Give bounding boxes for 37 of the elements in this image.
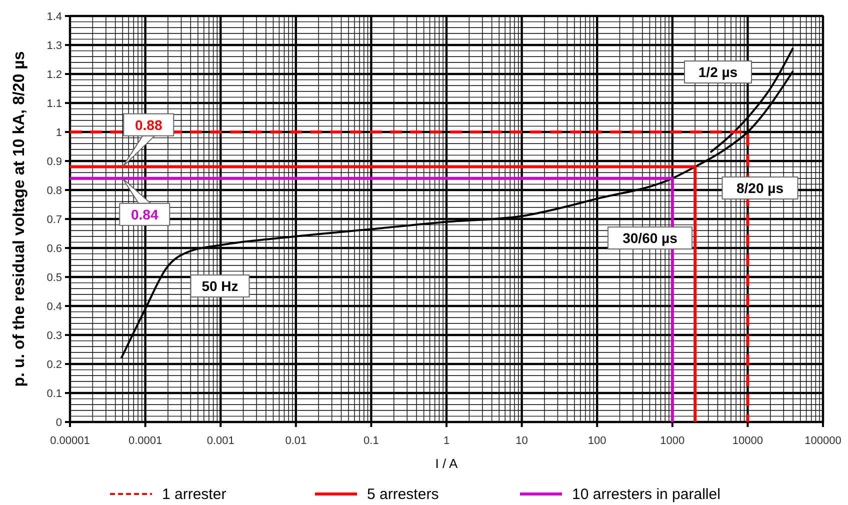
y-axis-title: p. u. of the residual voltage at 10 kA, 8/20 µs	[11, 51, 28, 387]
annotation: 30/60 µs	[622, 230, 678, 246]
y-tick-label: 0.8	[46, 185, 62, 197]
y-tick-label: 1	[56, 127, 62, 139]
y-tick-label: 0.4	[46, 301, 62, 313]
legend-label: 1 arrester	[162, 486, 226, 503]
y-tick-label: 1.1	[46, 98, 62, 110]
y-tick-label: 1.2	[46, 69, 62, 81]
x-tick-label: 100	[588, 435, 606, 447]
x-tick-label: 0.1	[364, 435, 379, 447]
y-tick-label: 0.1	[46, 388, 62, 400]
y-tick-label: 0.2	[46, 359, 62, 371]
y-tick-label: 0.3	[46, 330, 62, 342]
x-tick-label: 10000	[732, 435, 763, 447]
x-tick-label: 0.01	[285, 435, 307, 447]
y-tick-label: 1.3	[46, 40, 62, 52]
annotation: 50 Hz	[202, 278, 238, 294]
annotation: 0.88	[135, 116, 162, 133]
x-tick-label: 10	[516, 435, 528, 447]
y-tick-label: 0.7	[46, 214, 62, 226]
y-tick-label: 0.5	[46, 272, 62, 284]
annotation: 8/20 µs	[736, 180, 784, 196]
annotation: 0.84	[131, 206, 158, 222]
x-tick-label: 0.001	[206, 435, 234, 447]
x-tick-label: 0.00001	[50, 435, 90, 447]
y-tick-label: 0.9	[46, 156, 62, 168]
legend-label: 10 arresters in parallel	[572, 486, 720, 503]
x-tick-label: 1	[443, 435, 450, 447]
legend-label: 5 arresters	[367, 486, 439, 503]
x-axis-title: I / A	[435, 456, 458, 471]
annotation: 1/2 µs	[698, 64, 738, 80]
y-tick-label: 0	[56, 417, 62, 429]
x-tick-label: 100000	[804, 435, 842, 447]
x-tick-label: 0.0001	[128, 435, 162, 447]
y-tick-label: 1.4	[46, 11, 62, 23]
y-tick-label: 0.6	[46, 243, 62, 255]
x-tick-label: 1000	[660, 435, 685, 447]
